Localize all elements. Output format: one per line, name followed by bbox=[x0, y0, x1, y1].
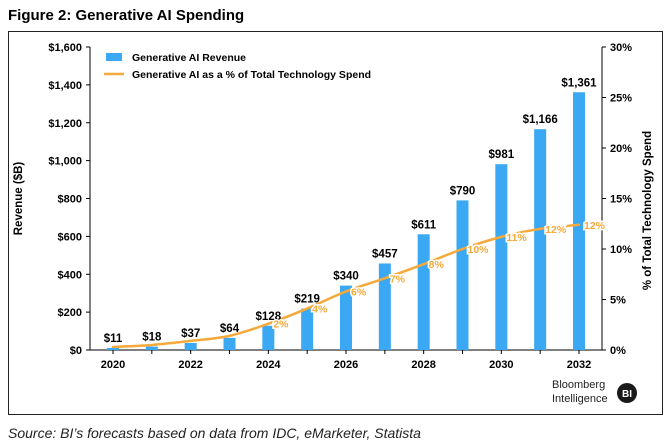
y-left-tick-label: $800 bbox=[58, 194, 82, 206]
y-left-tick-label: $200 bbox=[58, 307, 82, 319]
bar bbox=[534, 129, 547, 350]
x-tick-label: 2022 bbox=[178, 359, 202, 371]
bar bbox=[301, 308, 314, 350]
figure-title: Figure 2: Generative AI Spending bbox=[8, 7, 245, 24]
pct-value-label: 8% bbox=[429, 259, 445, 271]
legend: Generative AI Revenue Generative AI as a … bbox=[104, 52, 371, 81]
bar-value-label: $18 bbox=[142, 332, 162, 344]
x-tick-label: 2026 bbox=[334, 359, 358, 371]
legend-label-revenue: Generative AI Revenue bbox=[132, 52, 246, 64]
pct-value-label: 2% bbox=[273, 319, 289, 331]
pct-value-label: 11% bbox=[506, 232, 527, 244]
brand-line-1: Bloomberg bbox=[552, 379, 605, 391]
bar-value-label: $11 bbox=[104, 333, 123, 345]
bar bbox=[495, 164, 508, 350]
y-left-axis-title: Revenue ($B) bbox=[13, 162, 25, 236]
bar bbox=[145, 346, 158, 350]
y-right-tick-label: 5% bbox=[610, 295, 626, 307]
bar-value-label: $64 bbox=[220, 323, 240, 335]
y-left-tick-label: $400 bbox=[58, 269, 82, 281]
bar bbox=[417, 234, 430, 350]
y-left-tick-label: $0 bbox=[70, 345, 82, 357]
x-tick-label: 2032 bbox=[567, 359, 591, 371]
brand-badge-text: BI bbox=[622, 389, 632, 400]
pct-value-label: 10% bbox=[468, 244, 490, 256]
x-tick-label: 2020 bbox=[101, 359, 125, 371]
y-right-tick-label: 10% bbox=[610, 244, 632, 256]
pct-value-label: 6% bbox=[351, 286, 367, 298]
labels-group: $11 $18 $37 $64 $128 $219 $340 $457 $611 $790 $981… bbox=[104, 77, 607, 345]
pct-value-label: 12% bbox=[584, 220, 606, 232]
bar bbox=[378, 263, 391, 350]
brand-line-2: Intelligence bbox=[552, 393, 608, 405]
bar-value-label: $611 bbox=[411, 219, 437, 231]
pct-value-label: 7% bbox=[390, 273, 406, 285]
bar-value-label: $981 bbox=[489, 149, 515, 161]
bar bbox=[184, 342, 197, 350]
y-right-tick-label: 15% bbox=[610, 194, 632, 206]
y-right-axis-title: % of Total Technology Spend bbox=[642, 131, 654, 290]
bar bbox=[456, 200, 469, 350]
bar-value-label: $790 bbox=[450, 185, 476, 197]
source-note: Source: BI’s forecasts based on data fro… bbox=[8, 425, 421, 441]
y-left-tick-label: $1,200 bbox=[48, 118, 82, 130]
line-group bbox=[111, 223, 581, 349]
y-left-tick-label: $1,400 bbox=[48, 80, 82, 92]
y-right-tick-label: 25% bbox=[610, 93, 632, 105]
y-right-tick-label: 0% bbox=[610, 345, 626, 357]
chart: $0 $200 $400 $600 $800 $1,000 $1,200 $1,400 $1,6… bbox=[13, 42, 654, 405]
bar bbox=[340, 285, 352, 350]
bar-value-label: $1,166 bbox=[523, 114, 558, 126]
y-right-tick-label: 30% bbox=[610, 42, 632, 54]
bar bbox=[262, 325, 275, 350]
bar-value-label: $37 bbox=[181, 328, 200, 340]
bar-value-label: $457 bbox=[372, 248, 398, 260]
bar-value-label: $1,361 bbox=[561, 77, 597, 89]
bar-value-label: $128 bbox=[256, 311, 282, 323]
pct-value-label: 4% bbox=[312, 304, 328, 316]
y-left-tick-label: $1,600 bbox=[48, 42, 82, 54]
bar bbox=[573, 92, 585, 350]
bar bbox=[223, 337, 236, 350]
y-left-tick-label: $1,000 bbox=[48, 156, 82, 168]
x-tick-label: 2030 bbox=[489, 359, 513, 371]
bars-group bbox=[107, 92, 585, 350]
chart-frame bbox=[8, 31, 663, 415]
brand-badge-circle bbox=[617, 383, 637, 403]
x-tick-label: 2024 bbox=[256, 359, 281, 371]
axes-group: $0 $200 $400 $600 $800 $1,000 $1,200 $1,400 $1,6… bbox=[13, 42, 654, 371]
pct-value-label: 12% bbox=[545, 224, 567, 236]
legend-swatch-bar bbox=[106, 53, 122, 61]
bloomberg-intelligence-logo: Bloomberg Intelligence BI bbox=[552, 379, 637, 405]
legend-label-pct: Generative AI as a % of Total Technology… bbox=[132, 69, 371, 81]
bar-value-label: $340 bbox=[333, 271, 359, 283]
y-left-tick-label: $600 bbox=[58, 231, 82, 243]
bar bbox=[107, 347, 119, 350]
y-right-tick-label: 20% bbox=[610, 143, 632, 155]
x-tick-label: 2028 bbox=[411, 359, 435, 371]
bar-value-label: $219 bbox=[294, 294, 320, 306]
